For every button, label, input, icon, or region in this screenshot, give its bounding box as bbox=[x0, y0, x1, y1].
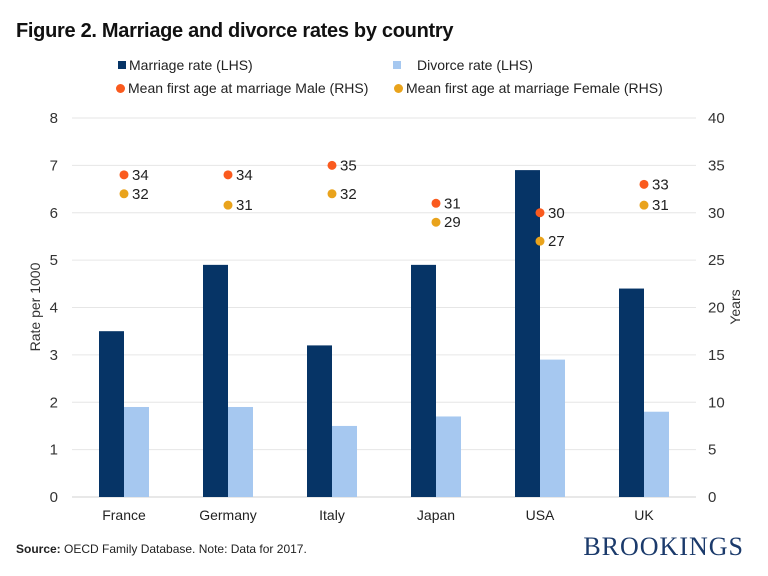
data-label: 31 bbox=[652, 197, 669, 214]
y-tick-label: 6 bbox=[50, 205, 58, 222]
point-male bbox=[535, 208, 545, 218]
x-tick-label: Japan bbox=[417, 507, 455, 523]
x-tick-label: UK bbox=[634, 507, 654, 523]
y2-axis-label: Years bbox=[727, 289, 743, 324]
point-male bbox=[639, 179, 649, 189]
y-axis-label: Rate per 1000 bbox=[27, 262, 43, 351]
bar-marriage bbox=[203, 264, 228, 497]
point-female bbox=[223, 200, 233, 210]
chart-title: Figure 2. Marriage and divorce rates by … bbox=[16, 20, 454, 42]
point-female bbox=[535, 236, 545, 246]
y-tick-label: 1 bbox=[50, 442, 58, 459]
bar-marriage bbox=[99, 331, 124, 497]
data-label: 27 bbox=[548, 233, 565, 250]
y-tick-label: 4 bbox=[50, 300, 58, 317]
y-tick-label: 7 bbox=[50, 157, 58, 174]
y-tick-label: 0 bbox=[50, 489, 58, 506]
data-label: 29 bbox=[444, 214, 461, 231]
point-female bbox=[639, 200, 649, 210]
point-female bbox=[119, 189, 129, 199]
y-tick-label: 5 bbox=[50, 252, 58, 269]
legend-swatch bbox=[116, 83, 125, 93]
x-tick-label: Germany bbox=[199, 507, 257, 523]
point-female bbox=[431, 217, 441, 227]
legend-male: Mean first age at marriage Male (RHS) bbox=[116, 80, 368, 96]
y2-tick-label: 5 bbox=[708, 442, 716, 459]
data-label: 32 bbox=[340, 186, 357, 203]
y2-tick-label: 10 bbox=[708, 394, 725, 411]
y2-tick-label: 25 bbox=[708, 252, 725, 269]
y2-tick-label: 30 bbox=[708, 205, 725, 222]
source-text: OECD Family Database. Note: Data for 201… bbox=[60, 542, 307, 556]
legend-swatch bbox=[394, 83, 403, 93]
point-male bbox=[223, 170, 233, 180]
source-note: Source: OECD Family Database. Note: Data… bbox=[16, 542, 307, 556]
x-tick-label: Italy bbox=[319, 507, 345, 523]
point-male bbox=[431, 198, 441, 208]
data-label: 33 bbox=[652, 176, 669, 193]
bar-marriage bbox=[411, 264, 436, 497]
point-male bbox=[119, 170, 129, 180]
bar-divorce bbox=[124, 406, 149, 497]
data-label: 34 bbox=[236, 167, 253, 184]
x-tick-label: USA bbox=[526, 507, 555, 523]
data-label: 32 bbox=[132, 186, 149, 203]
legend-label: Marriage rate (LHS) bbox=[129, 57, 253, 73]
brookings-logo: BROOKINGS bbox=[583, 532, 744, 561]
y-tick-label: 2 bbox=[50, 394, 58, 411]
data-label: 31 bbox=[236, 197, 253, 214]
legend-label: Mean first age at marriage Female (RHS) bbox=[406, 80, 663, 96]
legend-swatch bbox=[393, 61, 401, 69]
legend-marriage: Marriage rate (LHS) bbox=[118, 57, 253, 73]
y-tick-label: 3 bbox=[50, 347, 58, 364]
bar-divorce bbox=[436, 416, 461, 497]
bar-divorce bbox=[644, 411, 669, 497]
bar-marriage bbox=[307, 345, 332, 497]
bar-divorce bbox=[332, 425, 357, 497]
legend-female: Mean first age at marriage Female (RHS) bbox=[394, 80, 663, 96]
y-tick-label: 8 bbox=[50, 110, 58, 127]
point-female bbox=[327, 189, 337, 199]
x-tick-label: France bbox=[102, 507, 146, 523]
legend-divorce: Divorce rate (LHS) bbox=[393, 57, 533, 73]
y2-tick-label: 40 bbox=[708, 110, 725, 127]
bar-marriage bbox=[515, 170, 540, 498]
y2-tick-label: 0 bbox=[708, 489, 716, 506]
y2-tick-label: 20 bbox=[708, 300, 725, 317]
data-label: 34 bbox=[132, 167, 149, 184]
y2-tick-label: 35 bbox=[708, 157, 725, 174]
source-label: Source: bbox=[16, 542, 61, 556]
bar-divorce bbox=[228, 406, 253, 497]
bar-marriage bbox=[619, 288, 644, 497]
y2-tick-label: 15 bbox=[708, 347, 725, 364]
legend-label: Mean first age at marriage Male (RHS) bbox=[128, 80, 369, 96]
bar-divorce bbox=[540, 359, 565, 497]
data-label: 30 bbox=[548, 205, 565, 222]
legend-swatch bbox=[118, 61, 126, 69]
point-male bbox=[327, 160, 337, 170]
legend-label: Divorce rate (LHS) bbox=[417, 57, 533, 73]
data-label: 35 bbox=[340, 157, 357, 174]
data-label: 31 bbox=[444, 195, 461, 212]
